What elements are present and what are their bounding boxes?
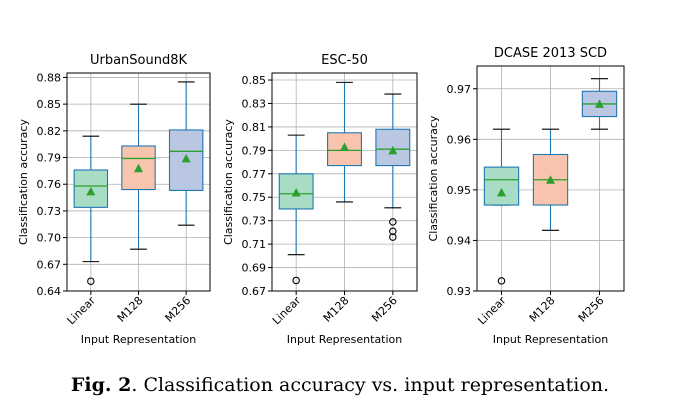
mean-marker — [595, 99, 604, 108]
y-axis-label: Classification accuracy — [17, 119, 30, 245]
x-tick-label: Linear — [270, 294, 304, 328]
y-tick-label: 0.70 — [37, 232, 62, 245]
x-tick-label: M128 — [115, 294, 146, 325]
y-tick-label: 0.69 — [242, 262, 267, 275]
y-tick-label: 0.95 — [447, 184, 472, 197]
chart-title: UrbanSound8K — [90, 53, 188, 68]
box-m256 — [581, 78, 618, 130]
x-tick-label: M256 — [369, 294, 400, 325]
mean-marker — [546, 175, 555, 184]
y-tick-label: 0.82 — [37, 125, 62, 138]
y-tick-label: 0.85 — [37, 98, 62, 111]
mean-marker — [134, 163, 143, 173]
caption-text: . Classification accuracy vs. input repr… — [131, 374, 610, 396]
box-iqr — [483, 166, 520, 206]
outlier-point — [389, 233, 397, 241]
outlier-point — [292, 276, 300, 285]
y-tick-label: 0.93 — [447, 285, 472, 298]
mean-marker — [291, 188, 301, 197]
box-iqr — [327, 132, 362, 167]
y-tick-label: 0.79 — [242, 144, 267, 157]
y-tick-label: 0.73 — [242, 215, 267, 228]
x-axis-label: Input Representation — [493, 333, 609, 346]
outlier-point — [497, 277, 506, 285]
x-tick-label: M128 — [527, 294, 558, 325]
x-tick-label: Linear — [65, 294, 99, 328]
mean-marker — [181, 153, 191, 163]
box-linear — [483, 128, 520, 285]
y-axis-label: Classification accuracy — [427, 115, 440, 241]
y-tick-label: 0.75 — [242, 191, 267, 204]
box-m128 — [121, 103, 156, 250]
chart-title: DCASE 2013 SCD — [494, 46, 607, 61]
y-axis-label: Classification accuracy — [222, 119, 235, 245]
y-tick-label: 0.81 — [242, 121, 267, 134]
y-tick-label: 0.67 — [37, 258, 62, 271]
box-m128 — [532, 128, 569, 231]
y-tick-label: 0.64 — [37, 285, 62, 298]
y-tick-label: 0.73 — [37, 205, 62, 218]
figure-caption: Fig. 2. Classification accuracy vs. inpu… — [0, 374, 680, 396]
box-linear — [278, 134, 314, 285]
chart-panel-3: 0.93 0.94 0.95 0.96 0.97 Linear M128 M256 DCASE … — [427, 46, 625, 346]
chart-panel-2: 0.67 0.69 0.71 0.73 0.75 0.77 0.79 0.81 0.83 0.85… — [222, 53, 418, 346]
chart-title: ESC-50 — [321, 53, 368, 68]
y-tick-label: 0.83 — [242, 97, 267, 110]
y-tick-label: 0.77 — [242, 168, 267, 181]
box-linear — [73, 135, 109, 285]
mean-marker — [388, 145, 398, 155]
outlier-point — [389, 218, 397, 226]
figure-boxplots: 0.64 0.67 0.70 0.73 0.76 0.79 0.82 0.85 0.88 Line… — [17, 46, 625, 346]
x-axis-label: Input Representation — [287, 333, 403, 346]
outlier-point — [87, 277, 95, 285]
x-tick-label: M256 — [576, 294, 607, 325]
x-tick-label: M128 — [321, 294, 352, 325]
y-tick-label: 0.97 — [447, 83, 472, 96]
x-tick-label: M256 — [163, 294, 194, 325]
mean-marker — [497, 187, 506, 197]
box-m128 — [327, 81, 362, 203]
box-m256 — [375, 93, 411, 241]
y-tick-label: 0.76 — [37, 178, 62, 191]
y-tick-label: 0.79 — [37, 152, 62, 165]
box-m256 — [168, 81, 204, 226]
mean-marker — [86, 186, 96, 196]
y-tick-label: 0.88 — [37, 71, 62, 84]
x-tick-label: Linear — [475, 294, 509, 328]
y-tick-label: 0.85 — [242, 74, 267, 87]
y-tick-label: 0.71 — [242, 238, 267, 251]
x-axis-label: Input Representation — [81, 333, 197, 346]
y-tick-label: 0.67 — [242, 285, 267, 298]
mean-marker — [340, 142, 349, 151]
y-tick-label: 0.96 — [447, 133, 472, 146]
y-tick-label: 0.94 — [447, 234, 472, 247]
caption-label: Fig. 2 — [70, 374, 132, 396]
chart-panel-1: 0.64 0.67 0.70 0.73 0.76 0.79 0.82 0.85 0.88 Line… — [17, 53, 211, 346]
